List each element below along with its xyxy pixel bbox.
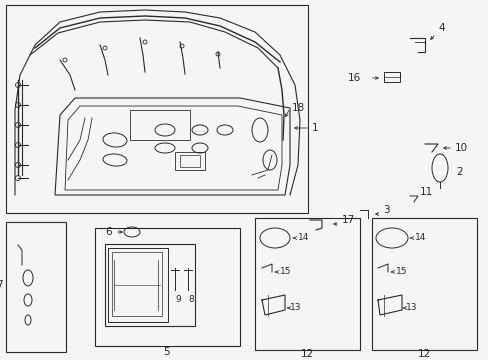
Bar xyxy=(130,110,190,140)
Text: 9: 9 xyxy=(175,296,181,305)
Text: 8: 8 xyxy=(187,296,193,305)
Text: 18: 18 xyxy=(291,103,305,113)
Text: 2: 2 xyxy=(455,167,462,177)
Text: 1: 1 xyxy=(311,123,318,133)
Text: 15: 15 xyxy=(395,267,407,276)
Text: 12: 12 xyxy=(417,349,430,359)
Bar xyxy=(6,222,66,352)
Text: 14: 14 xyxy=(414,234,426,243)
Bar xyxy=(383,72,399,82)
Text: 17: 17 xyxy=(341,215,354,225)
Bar xyxy=(95,228,240,346)
Bar xyxy=(112,252,162,316)
Text: 15: 15 xyxy=(280,267,291,276)
Text: 5: 5 xyxy=(163,347,170,357)
Bar xyxy=(6,5,307,213)
Text: 14: 14 xyxy=(297,234,309,243)
Text: 3: 3 xyxy=(382,205,389,215)
Text: 13: 13 xyxy=(405,303,417,312)
Bar xyxy=(175,152,204,170)
Bar xyxy=(371,218,476,350)
Text: 10: 10 xyxy=(454,143,467,153)
Text: 16: 16 xyxy=(347,73,361,83)
Text: 13: 13 xyxy=(289,303,301,312)
Text: 11: 11 xyxy=(419,187,432,197)
Bar xyxy=(105,244,195,326)
Text: 7: 7 xyxy=(0,280,3,290)
Text: 12: 12 xyxy=(300,349,313,359)
Bar xyxy=(254,218,359,350)
Text: 6: 6 xyxy=(105,227,111,237)
Bar xyxy=(108,248,168,322)
Text: 4: 4 xyxy=(437,23,444,33)
Bar xyxy=(180,155,200,167)
